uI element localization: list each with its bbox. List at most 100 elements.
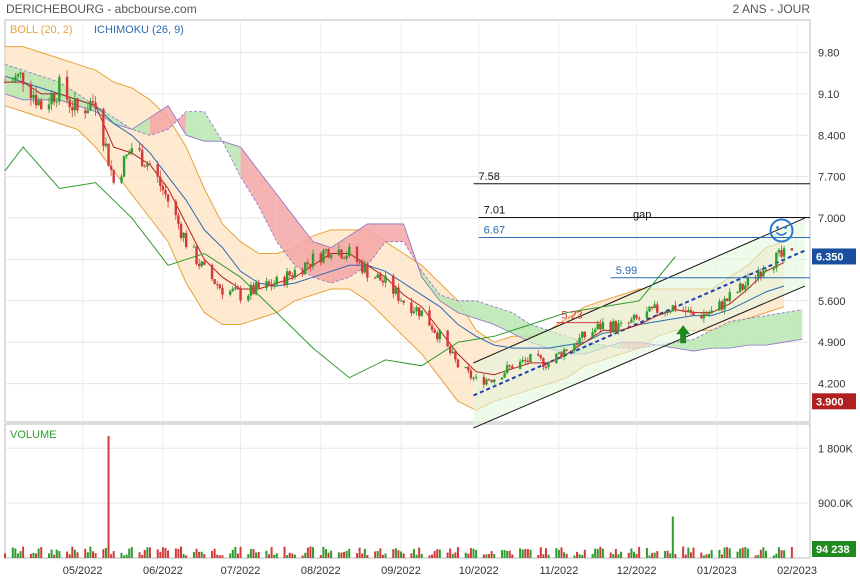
volume-bar [674,553,677,558]
kijun-line [4,75,785,349]
candle-body [790,248,794,251]
volume-bar [576,551,579,558]
volume-bar [485,554,488,558]
candle-body [650,306,654,309]
volume-bar [249,549,252,558]
candle-body [125,154,128,157]
kumo-segment [186,111,205,142]
candle-body [16,73,20,77]
smiley-eye [776,226,779,229]
volume-bar [511,554,514,558]
x-tick-label: 08/2022 [301,565,341,577]
volume-bar [519,548,522,558]
volume-bar [343,551,346,558]
level-lines: 7.58 7.01 6.67 5.99 5.23 [473,171,810,324]
candle-body [521,359,524,362]
kumo-segment [421,271,440,301]
volume-bar [420,553,423,558]
volume-bar [231,549,234,558]
volume-bar [601,548,604,558]
candle-body [249,285,253,296]
candle-body [128,152,131,155]
candle-body [775,252,778,269]
volume-bar [213,548,216,558]
kumo-segment [313,241,332,284]
candle-body [200,261,203,267]
candle-body [428,310,431,326]
volume-bar [436,549,439,558]
candle-body [780,250,783,257]
gap-label: gap [633,209,651,221]
volume-bar [614,549,617,558]
volume-bar [780,550,783,558]
indicator-lines [4,75,785,379]
volume-bar [503,550,506,558]
candle-body [32,95,35,99]
volume-bar [177,548,180,558]
volume-bar [22,546,25,558]
volume-bar [526,549,529,558]
volume-bar [718,549,721,558]
axes: 9.809.108.4007.7007.0006.3005.6004.9004.… [63,48,854,577]
x-tick-label: 06/2022 [143,565,183,577]
volume-bar [651,552,654,558]
volume-bar [594,548,597,558]
candle-body [482,376,486,385]
candle-body [309,263,312,267]
volume-bar [671,516,674,558]
volume-bar [185,555,188,558]
candle-body [762,270,765,277]
kumo-segment [222,141,241,177]
volume-bar [381,554,384,558]
candle-body [37,100,40,106]
price-tick-label: 9.80 [818,48,839,60]
candle-body [236,287,240,290]
volume-bar [635,553,638,558]
volume-bar [14,548,17,558]
candle-body [161,185,165,191]
candle-body [291,275,294,278]
candle-body [184,232,188,247]
candle-body [179,223,183,238]
volume-bar [456,547,459,558]
candle-body [632,315,636,320]
kumo-segment [385,223,404,242]
candle-body [511,365,514,369]
candle-body [547,363,550,368]
volume-bar [265,550,268,558]
volume-bar [161,547,164,558]
volume-bar [312,547,315,558]
candle-body [102,108,105,146]
volume-bar [472,548,475,558]
candle-body [203,261,206,265]
volume-bar [229,553,232,558]
candle-body [109,165,113,170]
candle-body [420,310,423,317]
candle-body [363,264,366,273]
candle-body [764,269,768,271]
volume-bar [394,548,397,558]
price-badge-label: 6.350 [816,251,844,263]
candle-body [759,271,763,277]
volume-bar [428,555,431,558]
volume-bar [322,546,325,558]
candle-body [474,376,478,378]
x-tick-label: 01/2023 [697,565,737,577]
candle-body [254,282,258,295]
legend-bollinger: BOLL (20, 2) [10,24,73,36]
candle-body [234,287,237,289]
level-label: 5.99 [616,265,637,277]
kumo-segment [476,300,495,325]
volume-bar [48,553,51,558]
candle-body [681,310,685,312]
candle-body [438,330,442,340]
candle-body [656,304,659,313]
volume-bar [521,549,524,558]
volume-bar [609,552,612,558]
candle-body [91,101,95,103]
kumo-span-b [4,93,803,355]
candle-body [707,313,711,315]
volume-bar [632,551,635,558]
volume-bar [708,553,711,558]
candle-body [487,379,491,381]
